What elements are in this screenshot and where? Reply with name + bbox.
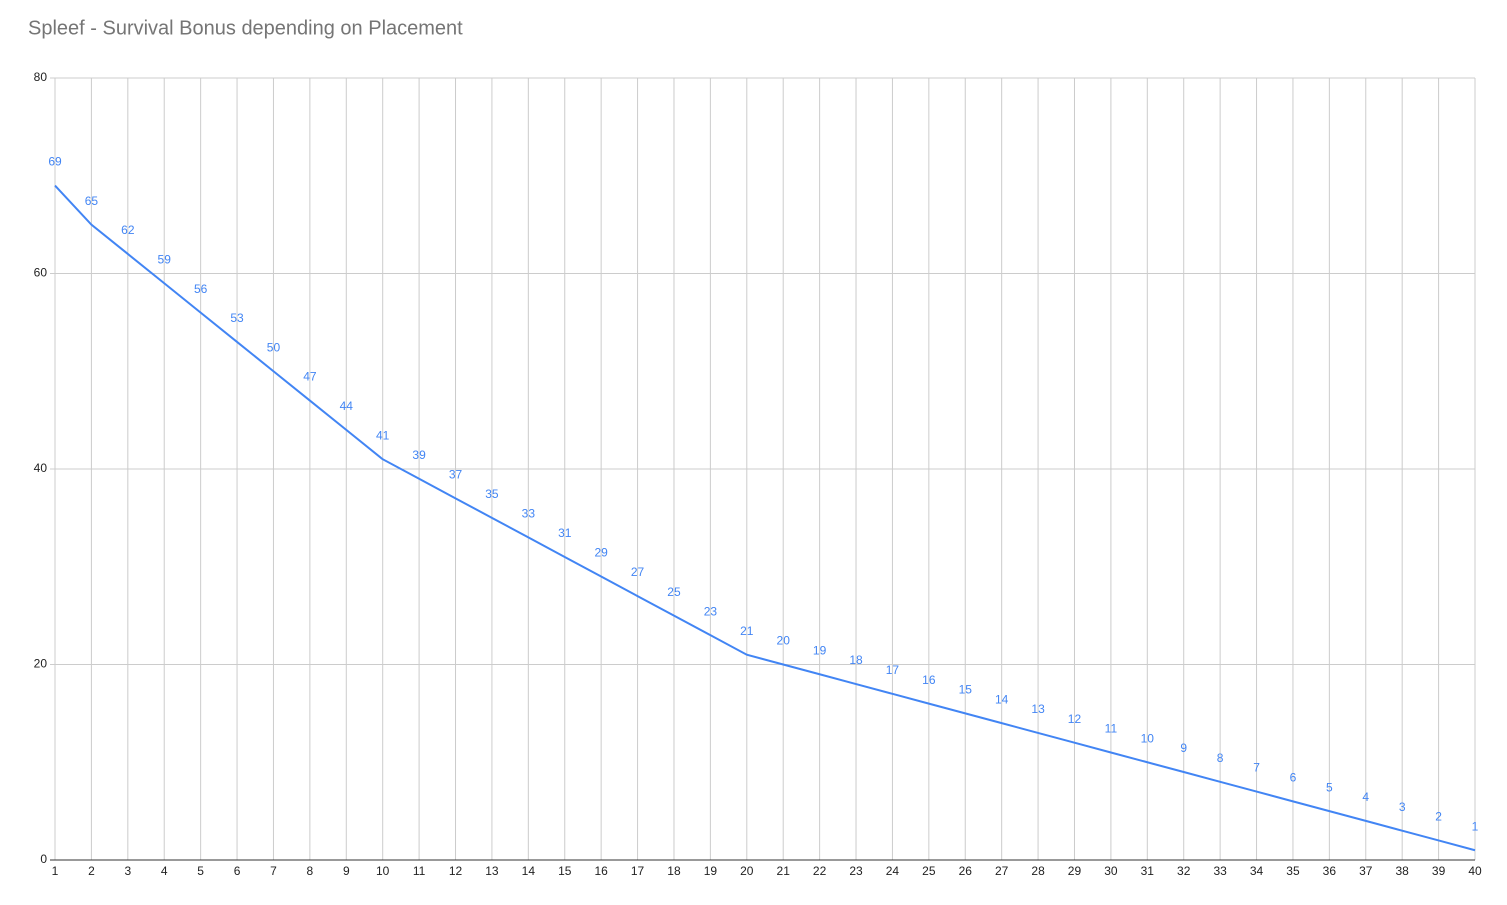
- y-tick-label: 20: [34, 657, 48, 671]
- data-label: 4: [1362, 790, 1369, 804]
- data-label: 37: [449, 467, 463, 481]
- y-tick-label: 0: [40, 852, 47, 866]
- data-label: 50: [267, 340, 281, 354]
- data-label: 11: [1105, 722, 1118, 736]
- x-tick-label: 13: [485, 864, 499, 878]
- x-tick-label: 4: [161, 864, 168, 878]
- x-tick-label: 31: [1141, 864, 1155, 878]
- data-label: 35: [485, 487, 499, 501]
- x-tick-label: 5: [197, 864, 204, 878]
- data-label: 16: [922, 673, 936, 687]
- data-label: 62: [121, 223, 135, 237]
- x-tick-label: 10: [376, 864, 390, 878]
- data-label: 2: [1435, 810, 1442, 824]
- x-tick-label: 39: [1432, 864, 1446, 878]
- data-label: 21: [740, 624, 754, 638]
- data-label: 12: [1068, 712, 1082, 726]
- data-label: 47: [303, 370, 317, 384]
- x-tick-label: 28: [1031, 864, 1045, 878]
- data-label: 27: [631, 565, 645, 579]
- data-label: 29: [594, 546, 608, 560]
- chart-title: Spleef - Survival Bonus depending on Pla…: [28, 17, 463, 39]
- x-tick-label: 18: [667, 864, 681, 878]
- x-tick-label: 12: [449, 864, 463, 878]
- data-label: 3: [1399, 800, 1406, 814]
- line: [54, 184, 1476, 852]
- data-label: 33: [522, 507, 536, 521]
- x-tick-label: 36: [1323, 864, 1337, 878]
- x-tick-label: 23: [849, 864, 863, 878]
- data-label: 65: [85, 194, 99, 208]
- x-tick-label: 7: [270, 864, 277, 878]
- x-tick-label: 40: [1468, 864, 1482, 878]
- data-label: 53: [230, 311, 244, 325]
- x-tick-label: 11: [413, 864, 426, 878]
- x-tick-label: 15: [558, 864, 572, 878]
- x-tick-label: 38: [1395, 864, 1409, 878]
- data-label: 44: [340, 399, 354, 413]
- x-tick-label: 33: [1213, 864, 1227, 878]
- data-label: 25: [667, 585, 681, 599]
- x-tick-label: 24: [886, 864, 900, 878]
- data-label: 15: [959, 683, 973, 697]
- data-label: 17: [886, 663, 900, 677]
- y-tick-label: 60: [34, 266, 48, 280]
- x-tick-label: 20: [740, 864, 754, 878]
- data-label: 20: [777, 634, 791, 648]
- x-tick-label: 9: [343, 864, 350, 878]
- x-tick-label: 21: [777, 864, 791, 878]
- data-label: 14: [995, 692, 1009, 706]
- x-tick-label: 32: [1177, 864, 1191, 878]
- x-tick-label: 1: [52, 864, 59, 878]
- data-label: 69: [48, 155, 62, 169]
- x-tick-label: 17: [631, 864, 645, 878]
- data-label: 10: [1141, 731, 1155, 745]
- x-tick-label: 2: [88, 864, 95, 878]
- x-tick-label: 19: [704, 864, 718, 878]
- x-tick-label: 3: [124, 864, 131, 878]
- data-label: 9: [1180, 741, 1187, 755]
- y-tick-label: 40: [34, 461, 48, 475]
- x-tick-label: 30: [1104, 864, 1118, 878]
- x-tick-label: 26: [959, 864, 973, 878]
- data-label: 13: [1031, 702, 1045, 716]
- x-tick-label: 37: [1359, 864, 1373, 878]
- data-label: 8: [1217, 751, 1224, 765]
- x-tick-label: 34: [1250, 864, 1264, 878]
- data-label: 59: [158, 252, 172, 266]
- x-tick-label: 29: [1068, 864, 1082, 878]
- data-label: 6: [1290, 771, 1297, 785]
- data-label: 31: [558, 526, 572, 540]
- x-tick-label: 8: [307, 864, 314, 878]
- x-tick-label: 14: [522, 864, 536, 878]
- data-label: 56: [194, 282, 208, 296]
- data-label: 23: [704, 604, 718, 618]
- data-label: 7: [1253, 761, 1260, 775]
- x-tick-label: 6: [234, 864, 241, 878]
- x-tick-label: 35: [1286, 864, 1300, 878]
- data-label: 41: [376, 428, 390, 442]
- data-label: 5: [1326, 780, 1333, 794]
- data-label: 19: [813, 643, 827, 657]
- y-tick-label: 80: [34, 70, 48, 84]
- x-tick-label: 27: [995, 864, 1009, 878]
- data-label: 18: [849, 653, 863, 667]
- data-label: 1: [1472, 819, 1479, 833]
- x-tick-label: 16: [594, 864, 608, 878]
- data-label: 39: [412, 448, 426, 462]
- x-tick-label: 22: [813, 864, 827, 878]
- x-tick-label: 25: [922, 864, 936, 878]
